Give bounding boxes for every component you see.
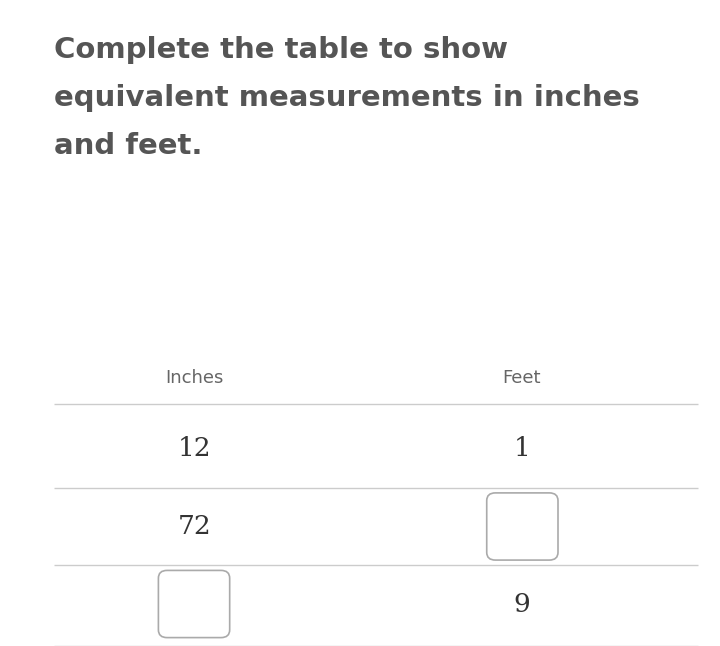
FancyBboxPatch shape [158,570,230,638]
Text: equivalent measurements in inches: equivalent measurements in inches [54,84,640,112]
Text: and feet.: and feet. [54,132,202,160]
Text: 12: 12 [178,437,211,461]
Text: 72: 72 [178,514,211,539]
Text: Inches: Inches [165,369,224,387]
Text: 9: 9 [513,592,531,616]
Text: Complete the table to show: Complete the table to show [54,36,508,63]
FancyBboxPatch shape [487,493,558,560]
Text: 1: 1 [513,437,531,461]
Text: Feet: Feet [503,369,541,387]
